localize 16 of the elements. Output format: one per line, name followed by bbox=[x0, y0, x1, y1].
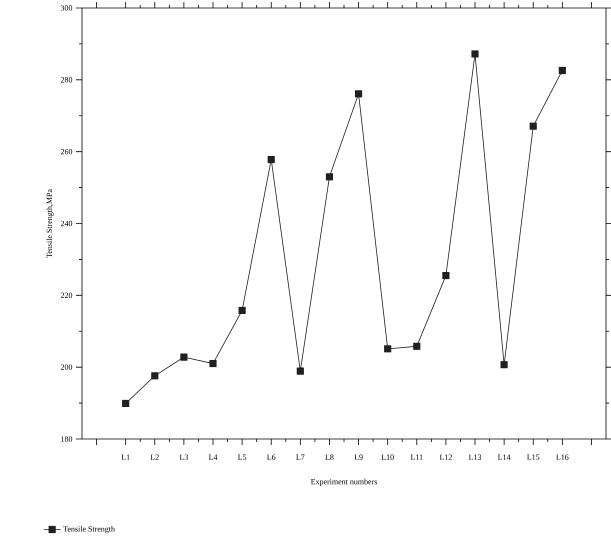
point bbox=[180, 354, 188, 361]
point bbox=[500, 361, 508, 368]
point bbox=[413, 342, 420, 350]
point bbox=[442, 272, 450, 280]
point bbox=[354, 90, 362, 98]
point bbox=[238, 306, 246, 314]
point bbox=[326, 173, 334, 180]
point bbox=[530, 122, 537, 130]
point bbox=[471, 50, 479, 58]
point bbox=[151, 372, 158, 380]
point bbox=[296, 368, 304, 375]
point bbox=[384, 345, 392, 352]
point bbox=[209, 360, 217, 368]
point bbox=[558, 66, 566, 74]
point bbox=[268, 156, 275, 164]
point bbox=[122, 400, 130, 408]
